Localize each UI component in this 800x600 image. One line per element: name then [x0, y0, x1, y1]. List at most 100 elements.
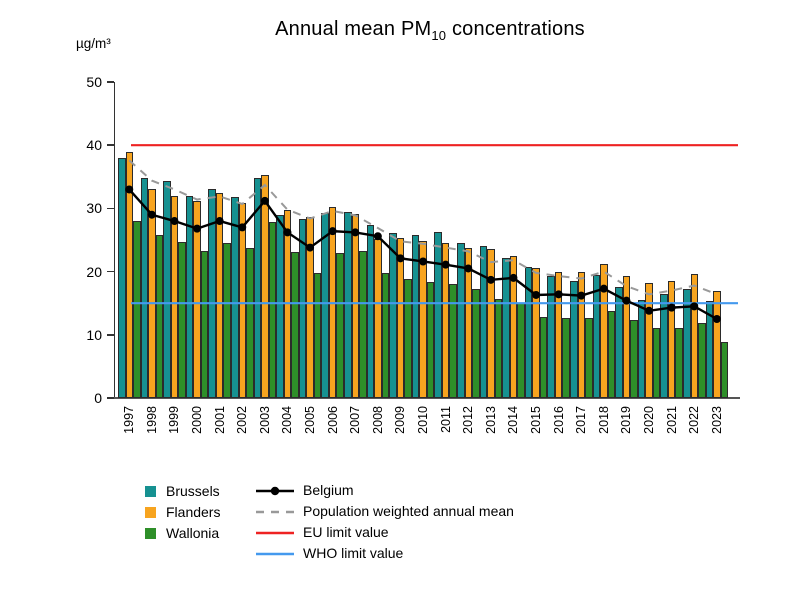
- bar-brussels-2011: [434, 232, 442, 398]
- x-label-2000: 2000: [190, 406, 205, 434]
- bar-brussels-2004: [276, 215, 284, 398]
- x-label-2004: 2004: [280, 406, 295, 434]
- bar-wallonia-2015: [539, 317, 548, 398]
- bar-wallonia-2020: [652, 328, 661, 398]
- y-tick: [107, 334, 114, 336]
- belgium-point-2000: [193, 224, 202, 233]
- belgium-point-1997: [125, 185, 134, 194]
- x-label-2003: 2003: [257, 406, 272, 434]
- bar-wallonia-2016: [562, 317, 570, 398]
- bar-wallonia-2006: [336, 252, 344, 398]
- belgium-point-2004: [283, 228, 292, 237]
- chart-title: Annual mean PM10 concentrations: [0, 18, 800, 43]
- bar-brussels-2015: [524, 266, 533, 398]
- x-label-1997: 1997: [122, 406, 137, 434]
- bar-brussels-2014: [502, 258, 510, 398]
- bar-flanders-1999: [170, 195, 179, 398]
- y-tick: [107, 81, 114, 83]
- y-tick: [107, 270, 114, 273]
- y-axis-unit-label: µg/m³: [76, 36, 111, 51]
- bar-brussels-2016: [547, 276, 555, 398]
- belgium-point-1999: [170, 217, 179, 226]
- bar-brussels-2002: [231, 197, 239, 398]
- x-label-1999: 1999: [167, 406, 182, 434]
- legend-label: Belgium: [303, 482, 354, 498]
- bar-wallonia-2008: [381, 273, 390, 398]
- x-label-2007: 2007: [348, 406, 363, 434]
- bar-wallonia-2009: [404, 279, 412, 398]
- brussels-swatch: [145, 486, 156, 497]
- x-label-2009: 2009: [393, 406, 408, 434]
- bar-wallonia-2023: [720, 341, 729, 398]
- bar-flanders-2015: [532, 268, 540, 398]
- bar-brussels-2008: [366, 224, 375, 398]
- bar-wallonia-2004: [291, 252, 299, 398]
- belgium-point-2012: [464, 264, 473, 273]
- y-tick: [107, 144, 114, 146]
- belgium-point-2002: [238, 223, 247, 232]
- bar-brussels-2021: [660, 294, 668, 398]
- chart-title-prefix: Annual mean PM: [275, 18, 432, 40]
- bar-flanders-2003: [261, 174, 269, 398]
- x-label-1998: 1998: [144, 406, 159, 434]
- bar-brussels-2007: [344, 212, 352, 398]
- bar-brussels-2012: [457, 243, 465, 398]
- y-tick-label: 0: [94, 390, 102, 406]
- bar-brussels-2018: [592, 275, 601, 398]
- x-label-2020: 2020: [642, 406, 657, 434]
- eu-limit-line-sample: [256, 531, 294, 535]
- belgium-point-2013: [486, 275, 495, 284]
- bar-wallonia-1999: [178, 241, 186, 398]
- bar-wallonia-2007: [359, 251, 367, 398]
- bar-flanders-2000: [193, 200, 201, 398]
- legend-label: EU limit value: [303, 524, 389, 540]
- bar-flanders-2023: [713, 290, 721, 398]
- bar-flanders-2019: [622, 276, 631, 398]
- x-label-2023: 2023: [709, 406, 724, 434]
- bar-flanders-2020: [645, 282, 653, 398]
- legend-label: Flanders: [166, 504, 221, 520]
- bar-flanders-1998: [148, 189, 156, 398]
- bar-brussels-2009: [389, 233, 397, 398]
- y-axis-line: [113, 82, 115, 398]
- x-label-2008: 2008: [370, 406, 385, 434]
- bar-wallonia-1998: [155, 234, 164, 398]
- x-label-2014: 2014: [506, 406, 521, 434]
- x-label-2017: 2017: [574, 406, 589, 434]
- belgium-point-2020: [645, 306, 654, 315]
- belgium-point-2022: [690, 302, 699, 311]
- bar-wallonia-2001: [223, 243, 231, 398]
- bar-flanders-1997: [125, 151, 133, 398]
- bar-wallonia-2019: [630, 320, 638, 398]
- belgium-line-sample: [256, 486, 294, 496]
- bar-flanders-2013: [487, 248, 495, 398]
- belgium-point-2001: [215, 217, 224, 226]
- belgium-point-2021: [667, 303, 676, 312]
- legend-label: WHO limit value: [303, 545, 404, 561]
- y-tick: [107, 397, 114, 399]
- belgium-point-2014: [509, 273, 518, 282]
- bar-wallonia-2022: [698, 322, 706, 398]
- belgium-point-2006: [328, 227, 337, 236]
- bar-flanders-2016: [554, 271, 563, 398]
- x-label-2002: 2002: [235, 406, 250, 434]
- x-label-2019: 2019: [619, 406, 634, 434]
- bar-flanders-2017: [577, 271, 585, 398]
- bar-flanders-2018: [600, 264, 608, 398]
- bar-wallonia-2002: [246, 248, 254, 398]
- bar-brussels-2010: [411, 234, 420, 398]
- plot-area: [115, 82, 740, 398]
- bar-wallonia-2013: [494, 298, 503, 398]
- x-label-2011: 2011: [438, 406, 453, 433]
- bar-wallonia-2012: [472, 289, 480, 398]
- bar-flanders-2014: [509, 255, 518, 398]
- bar-brussels-2020: [637, 300, 646, 398]
- bar-wallonia-2010: [426, 282, 435, 398]
- x-label-2022: 2022: [687, 406, 702, 434]
- bar-brussels-1999: [163, 181, 171, 398]
- bar-brussels-2022: [683, 289, 691, 398]
- wallonia-swatch: [145, 528, 156, 539]
- x-label-2005: 2005: [303, 406, 318, 434]
- bar-wallonia-2005: [313, 273, 322, 398]
